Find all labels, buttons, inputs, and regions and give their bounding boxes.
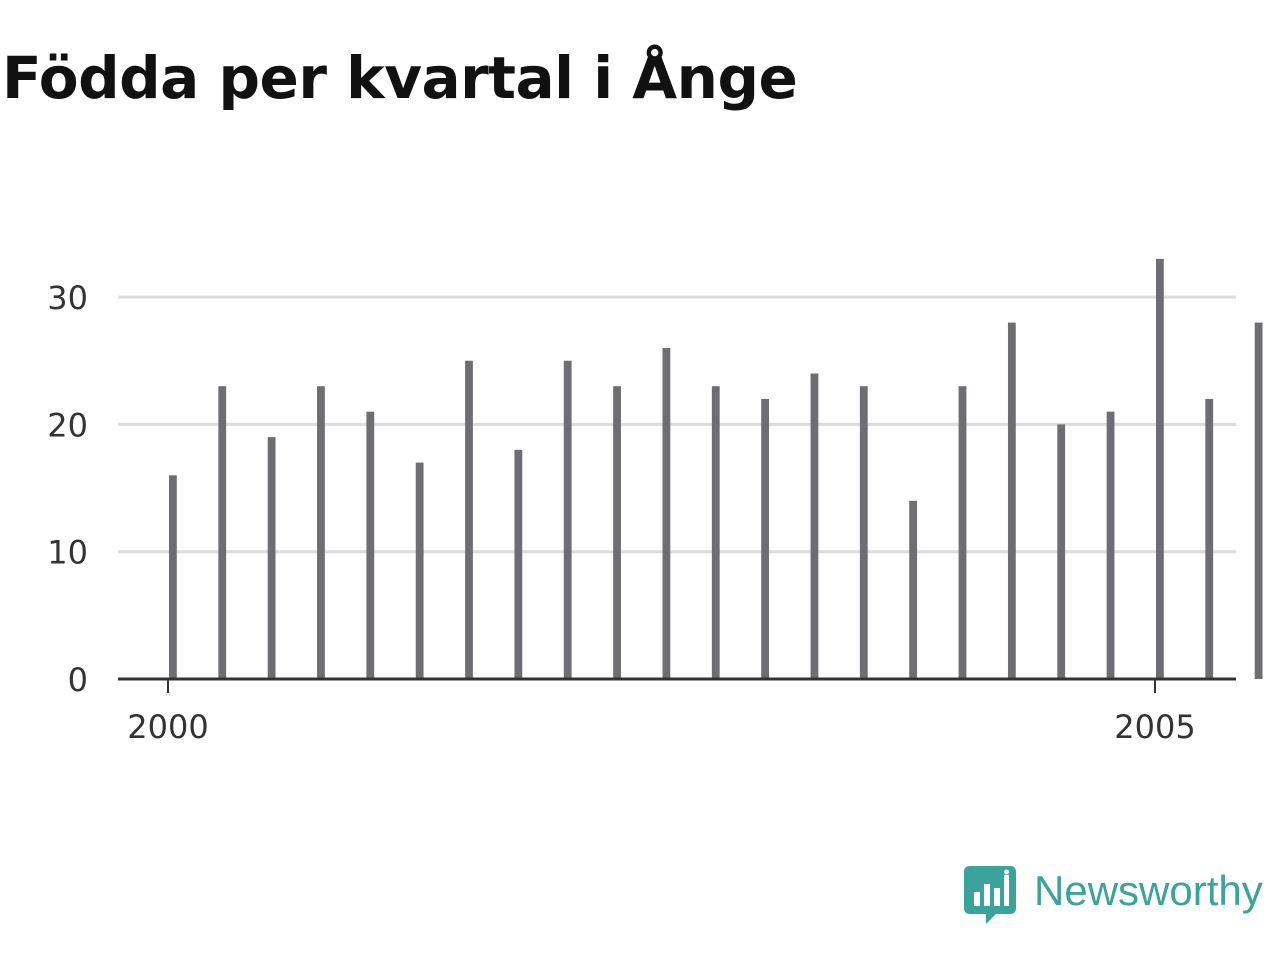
y-tick-label: 20 xyxy=(47,406,88,444)
bar xyxy=(761,398,769,679)
bar xyxy=(958,386,967,679)
bar xyxy=(1205,398,1214,679)
bar xyxy=(909,500,918,679)
bar xyxy=(563,360,572,679)
bar xyxy=(662,348,671,679)
bar xyxy=(1156,258,1164,679)
bar xyxy=(711,386,720,679)
bar xyxy=(1254,322,1263,679)
bar xyxy=(1057,424,1066,679)
x-tick-label: 2000 xyxy=(127,708,208,746)
bar xyxy=(613,386,621,679)
labels: 010203012200020052010201520202025 xyxy=(47,279,1195,746)
bar xyxy=(317,386,325,679)
bar xyxy=(859,386,868,679)
axes xyxy=(118,677,1236,693)
y-tick-label: 0 xyxy=(68,661,88,699)
bars xyxy=(169,258,1263,679)
bar xyxy=(810,373,819,679)
bar xyxy=(465,360,473,679)
chart-title: Födda per kvartal i Ånge xyxy=(2,44,798,112)
bar xyxy=(415,462,424,679)
bar xyxy=(514,449,523,679)
bar xyxy=(267,437,276,679)
bar xyxy=(1106,411,1115,679)
gridlines xyxy=(118,295,1236,554)
y-tick-label: 10 xyxy=(47,534,88,572)
bar xyxy=(366,411,375,679)
brand: Newsworthy xyxy=(964,866,1263,926)
bar xyxy=(169,475,177,679)
brand-name: Newsworthy xyxy=(1034,867,1263,914)
bar xyxy=(218,386,227,679)
y-tick-label: 30 xyxy=(47,279,88,317)
newsworthy-logo-icon xyxy=(964,866,1016,924)
x-tick-label: 2005 xyxy=(1114,708,1195,746)
bar xyxy=(1007,322,1016,679)
